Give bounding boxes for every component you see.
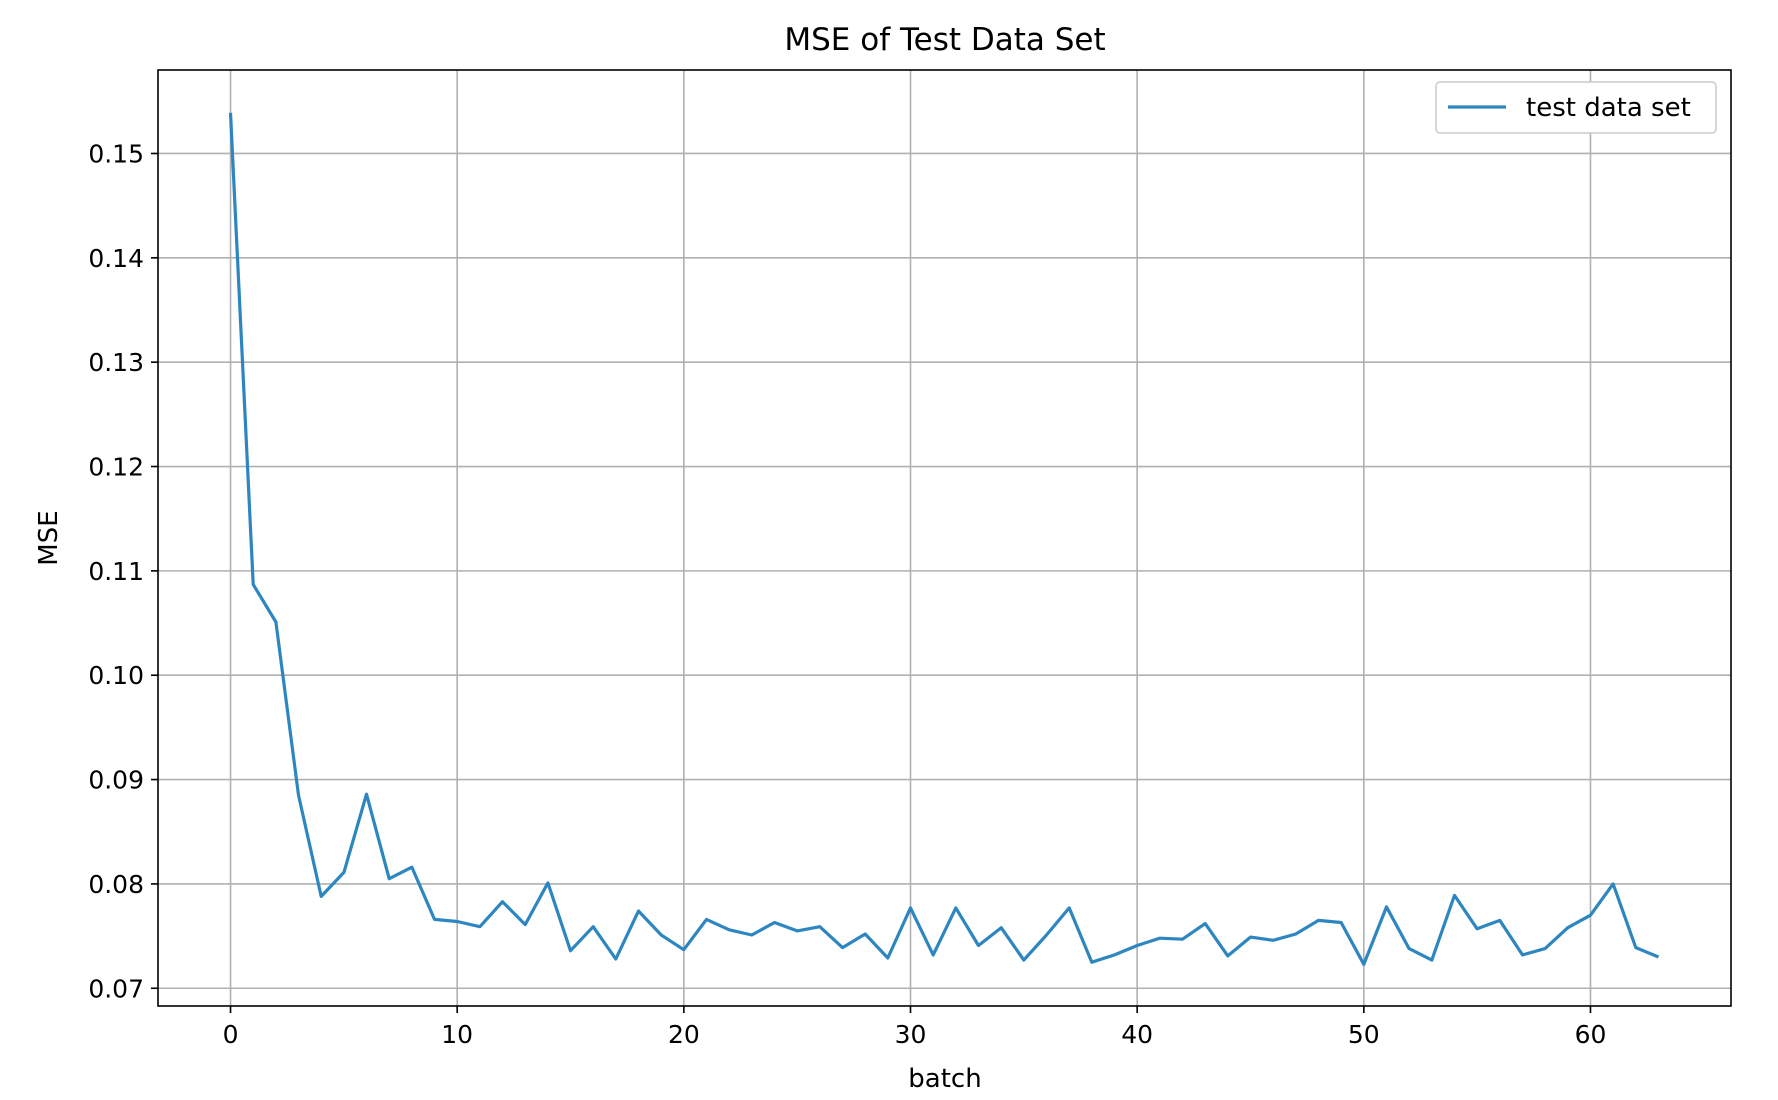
y-tick-label: 0.12 bbox=[88, 453, 144, 482]
y-tick-label: 0.11 bbox=[88, 557, 144, 586]
y-tick-label: 0.14 bbox=[88, 244, 144, 273]
y-tick-label: 0.15 bbox=[88, 139, 144, 168]
x-tick-label: 40 bbox=[1121, 1020, 1153, 1049]
plot-frame bbox=[157, 69, 1732, 1007]
y-tick-label: 0.09 bbox=[88, 766, 144, 795]
y-tick-label: 0.07 bbox=[88, 974, 144, 1003]
x-tick-label: 50 bbox=[1348, 1020, 1380, 1049]
legend-label: test data set bbox=[1526, 93, 1691, 123]
x-axis-ticks: 0 10 20 30 40 50 60 bbox=[223, 1006, 1607, 1049]
series-line-test-data-set bbox=[228, 112, 1660, 966]
legend-box bbox=[1435, 81, 1717, 134]
legend: test data set bbox=[1435, 81, 1717, 134]
y-axis-label: MSE bbox=[34, 510, 64, 565]
x-tick-label: 60 bbox=[1575, 1020, 1607, 1049]
y-tick-label: 0.10 bbox=[88, 661, 144, 690]
x-tick-label: 0 bbox=[223, 1020, 239, 1049]
y-tick-label: 0.13 bbox=[88, 348, 144, 377]
y-axis-ticks: 0.07 0.08 0.09 0.10 0.11 0.12 0.13 0.14 0.15 bbox=[88, 139, 158, 1003]
y-tick-label: 0.08 bbox=[88, 870, 144, 899]
grid-lines bbox=[158, 70, 1731, 1006]
x-tick-label: 30 bbox=[895, 1020, 927, 1049]
x-axis-label: batch bbox=[908, 1064, 981, 1094]
x-tick-label: 10 bbox=[441, 1020, 473, 1049]
x-tick-label: 20 bbox=[668, 1020, 700, 1049]
plot-series bbox=[228, 112, 1660, 966]
chart-title: MSE of Test Data Set bbox=[784, 22, 1105, 58]
